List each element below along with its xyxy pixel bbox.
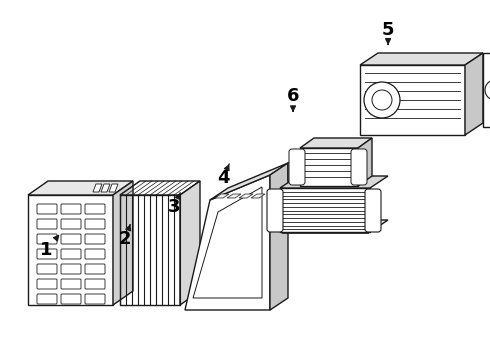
FancyBboxPatch shape [85, 279, 105, 289]
Text: 3: 3 [168, 193, 180, 216]
FancyBboxPatch shape [85, 234, 105, 244]
Polygon shape [210, 163, 288, 200]
FancyBboxPatch shape [351, 149, 367, 185]
FancyBboxPatch shape [37, 264, 57, 274]
Polygon shape [280, 220, 388, 232]
Polygon shape [300, 138, 372, 148]
FancyBboxPatch shape [61, 219, 81, 229]
Text: 2: 2 [119, 225, 131, 248]
FancyBboxPatch shape [85, 219, 105, 229]
Polygon shape [360, 53, 483, 65]
Polygon shape [270, 163, 288, 310]
Polygon shape [28, 195, 113, 305]
Polygon shape [193, 187, 262, 298]
Polygon shape [465, 53, 483, 135]
FancyBboxPatch shape [61, 234, 81, 244]
FancyBboxPatch shape [61, 204, 81, 214]
FancyBboxPatch shape [37, 249, 57, 259]
Text: 6: 6 [287, 87, 299, 111]
FancyBboxPatch shape [289, 149, 305, 185]
Circle shape [485, 80, 490, 100]
Text: 1: 1 [40, 235, 59, 259]
Polygon shape [280, 176, 388, 188]
Circle shape [372, 90, 392, 110]
FancyBboxPatch shape [61, 294, 81, 304]
Text: 5: 5 [382, 21, 394, 44]
Polygon shape [300, 148, 358, 186]
FancyBboxPatch shape [61, 264, 81, 274]
Polygon shape [109, 184, 118, 192]
FancyBboxPatch shape [37, 204, 57, 214]
Polygon shape [185, 175, 270, 310]
Polygon shape [180, 181, 200, 305]
Polygon shape [251, 194, 265, 198]
Polygon shape [101, 184, 110, 192]
FancyBboxPatch shape [85, 249, 105, 259]
Polygon shape [93, 184, 102, 192]
Polygon shape [28, 181, 133, 195]
Circle shape [364, 82, 400, 118]
Polygon shape [280, 188, 370, 232]
Polygon shape [483, 53, 490, 127]
FancyBboxPatch shape [37, 234, 57, 244]
Polygon shape [227, 194, 241, 198]
Polygon shape [288, 148, 310, 181]
FancyBboxPatch shape [37, 279, 57, 289]
Polygon shape [113, 181, 133, 305]
Polygon shape [358, 138, 372, 186]
FancyBboxPatch shape [61, 279, 81, 289]
FancyBboxPatch shape [85, 264, 105, 274]
FancyBboxPatch shape [37, 294, 57, 304]
FancyBboxPatch shape [85, 294, 105, 304]
FancyBboxPatch shape [267, 189, 283, 232]
Polygon shape [360, 65, 465, 135]
FancyBboxPatch shape [37, 219, 57, 229]
FancyBboxPatch shape [61, 249, 81, 259]
FancyBboxPatch shape [365, 189, 381, 232]
Polygon shape [215, 194, 229, 198]
Text: 4: 4 [217, 164, 229, 187]
Polygon shape [239, 194, 253, 198]
FancyBboxPatch shape [85, 204, 105, 214]
